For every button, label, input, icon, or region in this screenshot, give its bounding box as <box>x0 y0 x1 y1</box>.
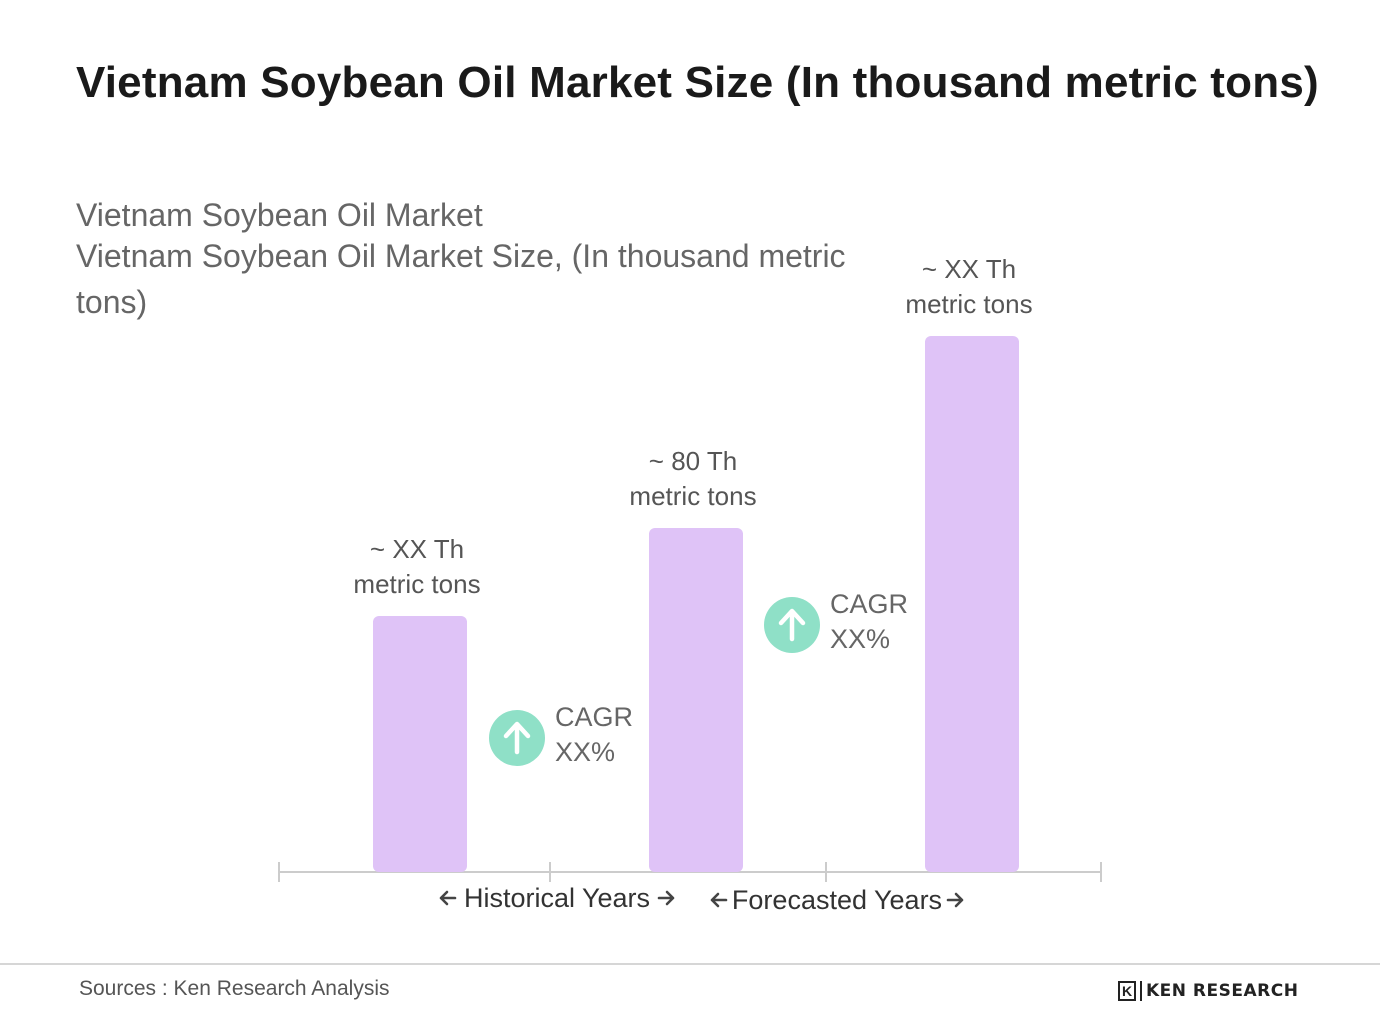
subtitle-line-1: Vietnam Soybean Oil Market <box>76 197 483 233</box>
period-1: Forecasted Years <box>710 885 964 915</box>
cagr-marker-1: CAGR XX% <box>764 589 908 654</box>
bar-label-0-line-1: metric tons <box>353 569 480 599</box>
arrow-left-icon <box>710 892 728 908</box>
logo-separator <box>1140 981 1142 1001</box>
period-label-0: Historical Years <box>464 883 650 913</box>
cagr-marker-0: CAGR XX% <box>489 702 633 767</box>
bars <box>373 336 1019 872</box>
up-arrow-icon <box>778 608 806 642</box>
arrow-right-icon <box>657 890 675 906</box>
cagr-label-0: CAGR <box>555 702 633 732</box>
bar-label-0-line-0: ~ XX Th <box>370 534 464 564</box>
cagr-value-1: XX% <box>830 624 890 654</box>
cagr-markers: CAGR XX% CAGR XX% <box>489 589 908 767</box>
chart-title: Vietnam Soybean Oil Market Size (In thou… <box>76 58 1319 107</box>
bar-1 <box>649 528 743 872</box>
arrow-right-icon <box>946 892 964 908</box>
logo-k-icon: K <box>1118 981 1136 1001</box>
bar-chart: ~ XX Th metric tons ~ 80 Th metric tons ~ XX… <box>278 254 1102 915</box>
chart-subtitle: Vietnam Soybean Oil Market Vietnam Soybe… <box>76 195 876 325</box>
logo-text: KEN RESEARCH <box>1146 981 1299 1001</box>
bar-label-2-line-1: metric tons <box>905 289 1032 319</box>
up-arrow-icon <box>503 721 531 755</box>
bar-2 <box>925 336 1019 872</box>
cagr-value-0: XX% <box>555 737 615 767</box>
cagr-label-1: CAGR <box>830 589 908 619</box>
source-note: Sources : Ken Research Analysis <box>79 977 390 1000</box>
ken-research-logo: K KEN RESEARCH <box>1118 981 1298 1001</box>
arrow-left-icon <box>439 890 457 906</box>
bar-0 <box>373 616 467 872</box>
period-label-1: Forecasted Years <box>732 885 942 915</box>
bar-label-2-line-0: ~ XX Th <box>922 254 1016 284</box>
subtitle-line-2: Vietnam Soybean Oil Market Size, (In tho… <box>76 237 846 320</box>
period-labels: Historical Years Forecasted Years <box>439 883 964 915</box>
footer-divider <box>0 963 1380 965</box>
bar-label-1-line-1: metric tons <box>629 481 756 511</box>
bar-labels: ~ XX Th metric tons ~ 80 Th metric tons ~ XX… <box>353 254 1032 599</box>
period-0: Historical Years <box>439 883 675 913</box>
bar-label-1-line-0: ~ 80 Th <box>649 446 737 476</box>
